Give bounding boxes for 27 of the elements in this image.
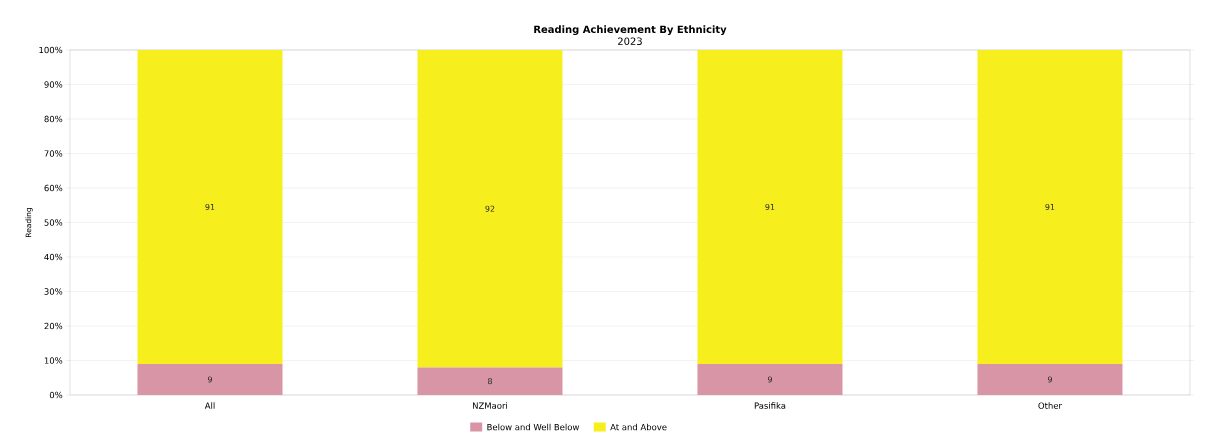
y-tick-label: 30% [44, 288, 63, 295]
bar [417, 50, 563, 368]
y-tick-label: 70% [44, 150, 63, 157]
y-tick-label: 0% [49, 391, 63, 399]
bar [977, 363, 1123, 395]
bar [977, 50, 1123, 364]
x-tick-label: All [204, 402, 215, 409]
y-tick-label: 10% [44, 357, 63, 364]
y-tick-label: 100% [39, 46, 63, 54]
x-tick-label: Pasifika [754, 402, 786, 409]
y-tick-label: 20% [44, 322, 63, 330]
legend-label: Below and Well Below [487, 423, 580, 431]
y-tick-label: 80% [44, 115, 63, 123]
bar [137, 50, 283, 364]
bar [137, 363, 283, 395]
y-tick-label: 60% [44, 184, 63, 192]
bar [697, 363, 843, 395]
x-tick-label: Other [1038, 402, 1062, 409]
y-tick-label: 50% [44, 219, 63, 226]
y-tick-label: 40% [44, 253, 63, 261]
x-tick-label: NZMaori [472, 402, 508, 409]
bar [417, 367, 563, 395]
bar [697, 50, 843, 364]
y-tick-label: 90% [44, 81, 63, 88]
legend-label: At and Above [610, 423, 667, 431]
chart-subtitle: 2023 [618, 37, 642, 45]
chart-title: Reading Achievement By Ethnicity [534, 25, 727, 36]
